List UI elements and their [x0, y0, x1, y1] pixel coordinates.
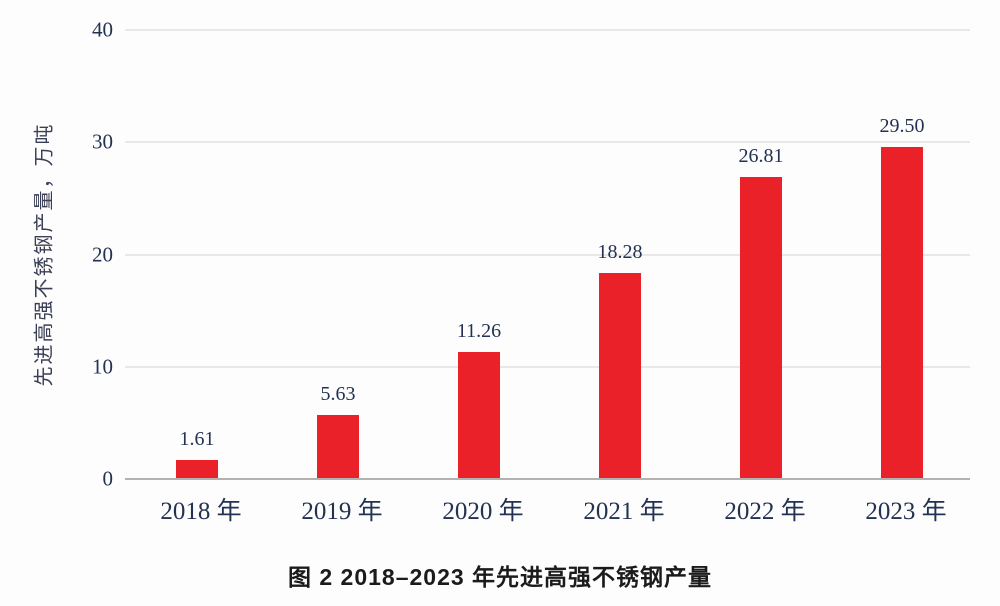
- figure-caption: 图 2 2018–2023 年先进高强不锈钢产量: [287, 564, 713, 590]
- bar-2022: [740, 177, 782, 478]
- bar-value-label: 26.81: [738, 145, 784, 167]
- bar-2023: [881, 147, 923, 478]
- bar-value-label: 29.50: [879, 115, 925, 137]
- bar-value-label: 18.28: [597, 241, 643, 263]
- y-tick-label: 30: [92, 129, 113, 154]
- x-tick-label: 2022 年: [724, 498, 806, 525]
- bar-value-label: 5.63: [320, 383, 356, 405]
- y-tick-label: 20: [92, 242, 113, 266]
- x-axis-line: [125, 478, 970, 480]
- y-tick-label: 40: [92, 17, 113, 42]
- bar-2020: [458, 352, 500, 478]
- x-tick-label: 2023 年: [865, 498, 947, 525]
- bar-value-label: 1.61: [179, 428, 215, 450]
- gridline-y-40: [125, 29, 970, 31]
- x-tick-label: 2019 年: [301, 498, 383, 525]
- bar-2021: [599, 273, 641, 478]
- bar-2018: [176, 460, 218, 478]
- gridline-y-10: [125, 365, 970, 368]
- y-tick-label: 0: [102, 466, 114, 491]
- x-tick-label: 2021 年: [583, 498, 665, 525]
- bar-2019: [317, 415, 359, 478]
- gridline-y-30: [125, 141, 970, 144]
- x-tick-label: 2020 年: [442, 498, 524, 525]
- x-tick-label: 2018 年: [160, 498, 242, 525]
- bar-value-label: 11.26: [456, 320, 502, 342]
- gridline-y-20: [125, 253, 970, 256]
- y-tick-label: 10: [92, 354, 113, 379]
